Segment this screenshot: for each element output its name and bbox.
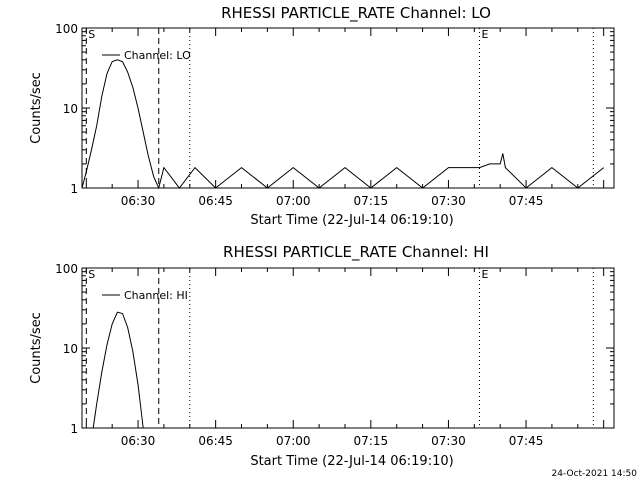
y-tick-label: 1 — [70, 182, 78, 196]
x-tick-label: 06:45 — [198, 434, 233, 448]
start-marker-label: S — [88, 268, 95, 281]
x-axis-label: Start Time (22-Jul-14 06:19:10) — [250, 213, 453, 228]
chart-title: RHESSI PARTICLE_RATE Channel: HI — [223, 243, 489, 262]
x-tick-label: 06:30 — [121, 434, 156, 448]
x-tick-label: 07:15 — [354, 194, 389, 208]
x-tick-label: 07:45 — [509, 434, 544, 448]
series-line — [92, 311, 144, 429]
y-axis-label: Counts/sec — [29, 72, 44, 144]
end-marker-label: E — [481, 28, 488, 41]
y-tick-label: 100 — [55, 262, 78, 276]
footer-timestamp: 24-Oct-2021 14:50 — [552, 469, 638, 479]
x-tick-label: 06:45 — [198, 194, 233, 208]
x-axis-label: Start Time (22-Jul-14 06:19:10) — [250, 454, 453, 469]
x-tick-label: 06:30 — [121, 194, 156, 208]
y-tick-label: 10 — [63, 102, 78, 116]
y-tick-label: 1 — [70, 422, 78, 436]
y-axis-label: Counts/sec — [29, 312, 44, 384]
legend-label: Channel: LO — [124, 49, 191, 62]
x-tick-label: 07:30 — [431, 194, 466, 208]
y-tick-label: 10 — [63, 342, 78, 356]
legend-label: Channel: HI — [124, 289, 188, 302]
x-tick-label: 07:00 — [276, 434, 311, 448]
start-marker-label: S — [88, 28, 95, 41]
end-marker-label: E — [481, 268, 488, 281]
y-tick-label: 100 — [55, 22, 78, 36]
x-tick-label: 07:30 — [431, 434, 466, 448]
x-tick-label: 07:00 — [276, 194, 311, 208]
series-line — [81, 59, 605, 190]
chart-title: RHESSI PARTICLE_RATE Channel: LO — [221, 4, 491, 23]
x-tick-label: 07:45 — [509, 194, 544, 208]
x-tick-label: 07:15 — [354, 434, 389, 448]
